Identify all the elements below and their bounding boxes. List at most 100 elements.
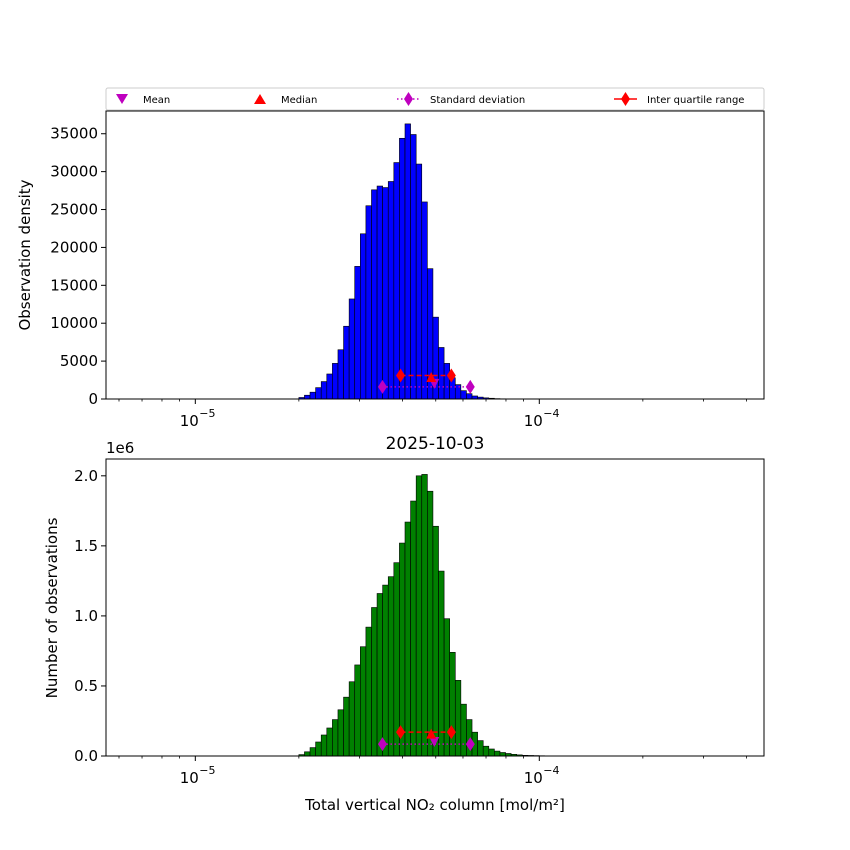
std-high-marker <box>465 379 475 394</box>
y-tick-label: 35000 <box>50 125 98 143</box>
histogram-bar <box>499 752 506 757</box>
histogram-bar <box>332 719 339 757</box>
std-low-marker <box>377 737 387 752</box>
histogram-bar <box>320 734 328 757</box>
top-bars <box>298 123 518 400</box>
top-y-ticks: 0 5000 10000 15000 20000 25000 30000 35000 <box>50 125 106 408</box>
histogram-bar <box>343 696 350 757</box>
y-tick-label: 1.5 <box>74 537 98 555</box>
histogram-bar <box>482 745 490 757</box>
bottom-statistics <box>377 725 475 752</box>
histogram-bar <box>382 187 389 400</box>
histogram-bar <box>343 325 350 400</box>
legend-entry-iqr: Inter quartile range <box>614 92 744 106</box>
histogram-bar <box>399 137 406 400</box>
histogram-bar <box>432 525 439 757</box>
histogram-bar <box>348 298 356 400</box>
legend-entry-standard-deviation: Standard deviation <box>397 92 525 106</box>
histogram-bar <box>387 181 395 400</box>
histogram-bar <box>332 363 339 400</box>
histogram-bar <box>348 681 356 757</box>
histogram-bar <box>466 719 473 757</box>
legend-entry-mean: Mean <box>116 94 170 106</box>
top-x-ticks: 10 −5 10 −4 <box>118 399 747 430</box>
x-tick-label: 10 <box>524 769 543 787</box>
bottom-bars <box>298 474 551 757</box>
std-diamond-icon <box>404 92 413 106</box>
histogram-bar <box>477 740 484 757</box>
y-tick-label: 0 <box>88 390 98 408</box>
y-tick-label: 0.5 <box>74 677 98 695</box>
legend-frame <box>105 87 765 111</box>
histogram-bar <box>404 521 411 757</box>
y-tick-label: 0.0 <box>74 747 98 765</box>
histogram-bar <box>360 646 367 757</box>
y-tick-label: 5000 <box>60 352 98 370</box>
y-tick-label: 30000 <box>50 163 98 181</box>
histogram-bar <box>376 185 383 400</box>
histogram-bar <box>393 162 400 400</box>
histogram-bar <box>354 266 361 400</box>
median-marker <box>426 372 437 383</box>
histogram-bar <box>382 584 389 757</box>
histogram-bar <box>354 664 361 757</box>
histogram-bar <box>371 607 378 757</box>
bottom-y-axis-label: Number of observations <box>43 517 61 698</box>
legend: Mean Median Standard deviation Inter qua… <box>105 87 765 111</box>
histogram-bar <box>443 618 450 757</box>
histogram-bar <box>320 381 328 400</box>
histogram-bar <box>399 542 406 757</box>
histogram-bar <box>315 387 322 400</box>
x-tick-exponent: −4 <box>543 764 559 777</box>
histogram-bar <box>466 393 473 400</box>
histogram-bar <box>376 593 383 757</box>
mean-marker-icon <box>116 94 128 104</box>
mean-marker <box>429 736 440 747</box>
iqr-q3-marker <box>446 725 456 740</box>
histogram-bar <box>421 201 428 400</box>
histogram-bar <box>365 626 372 757</box>
y-tick-label: 20000 <box>50 238 98 256</box>
top-statistics <box>377 368 475 394</box>
histogram-bar <box>415 163 423 400</box>
histogram-bar <box>427 490 434 757</box>
histogram-bar <box>337 349 344 400</box>
bottom-chart-title: 2025-10-03 <box>386 434 485 454</box>
bottom-x-axis-label: Total vertical NO₂ column [mol/m²] <box>304 796 565 814</box>
std-high-marker <box>465 737 475 752</box>
bottom-plot-frame <box>105 458 765 757</box>
legend-label-median: Median <box>281 95 317 106</box>
histogram-bar <box>449 652 456 757</box>
histogram-bar <box>494 750 501 757</box>
iqr-q3-marker <box>446 368 456 383</box>
histogram-bar <box>488 748 495 757</box>
histogram-bar <box>309 391 316 400</box>
histogram-bar <box>304 751 311 757</box>
x-tick-exponent: −4 <box>543 407 559 420</box>
legend-label-standard-deviation: Standard deviation <box>430 95 525 106</box>
histogram-bar <box>454 680 462 757</box>
histogram-bar <box>443 363 450 400</box>
histogram-bar <box>460 390 467 400</box>
histogram-bar <box>410 500 417 757</box>
x-tick-label: 10 <box>180 412 199 430</box>
histogram-bar <box>365 205 372 400</box>
histogram-bar <box>460 703 467 757</box>
median-marker-icon <box>254 94 266 104</box>
histogram-bar <box>387 576 395 757</box>
histogram-bar <box>404 123 411 400</box>
histogram-bar <box>337 709 344 757</box>
legend-label-mean: Mean <box>143 95 170 106</box>
histogram-bar <box>326 727 333 757</box>
histogram-bar <box>454 384 462 400</box>
x-tick-label: 10 <box>524 412 543 430</box>
histogram-bar <box>438 347 445 400</box>
x-tick-exponent: −5 <box>199 407 215 420</box>
top-plot-frame <box>105 110 765 400</box>
bottom-y-scale-label: 1e6 <box>106 439 134 457</box>
histogram-bar <box>309 747 316 757</box>
histogram-bar <box>371 189 378 400</box>
histogram-bar <box>315 741 322 757</box>
y-tick-label: 25000 <box>50 201 98 219</box>
